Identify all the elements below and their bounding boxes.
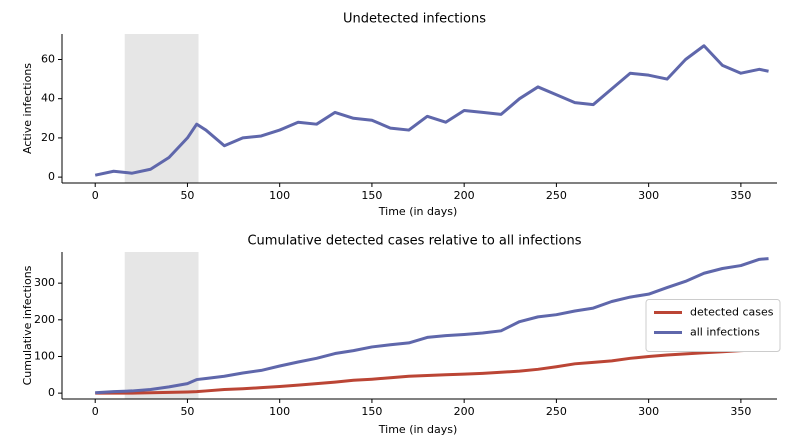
x-tick-label: 250 (546, 189, 567, 202)
x-tick-label: 50 (180, 189, 194, 202)
x-tick-label: 300 (638, 189, 659, 202)
x-axis-label: Time (in days) (378, 423, 458, 436)
chart-title: Cumulative detected cases relative to al… (247, 234, 581, 249)
x-tick-label: 0 (92, 189, 99, 202)
shaded-span (124, 252, 199, 399)
x-tick-label: 350 (730, 189, 751, 202)
legend-label: all infections (690, 326, 760, 339)
y-tick-label: 0 (48, 170, 55, 183)
x-tick-label: 150 (361, 189, 382, 202)
x-tick-label: 100 (269, 189, 290, 202)
y-tick-label: 200 (34, 313, 55, 326)
x-tick-label: 0 (92, 405, 99, 418)
x-tick-label: 300 (638, 405, 659, 418)
y-tick-label: 300 (34, 276, 55, 289)
x-tick-label: 50 (180, 405, 194, 418)
data-line (94, 44, 769, 177)
legend-label: detected cases (690, 306, 774, 319)
x-tick-label: 200 (454, 405, 475, 418)
y-tick-label: 60 (41, 52, 55, 65)
y-tick-label: 0 (48, 386, 55, 399)
x-tick-label: 250 (546, 405, 567, 418)
x-axis-label: Time (in days) (378, 205, 458, 218)
y-tick-label: 20 (41, 131, 55, 144)
y-tick-label: 100 (34, 349, 55, 362)
shaded-span (124, 34, 199, 183)
x-tick-label: 100 (269, 405, 290, 418)
x-tick-label: 150 (361, 405, 382, 418)
x-tick-label: 350 (730, 405, 751, 418)
y-axis-label: Cumulative infections (21, 265, 34, 385)
data-line (95, 348, 769, 395)
chart-title: Undetected infections (343, 12, 486, 27)
y-tick-label: 40 (41, 92, 55, 105)
x-tick-label: 200 (454, 189, 475, 202)
y-axis-label: Active infections (21, 63, 34, 154)
data-line (95, 257, 769, 395)
